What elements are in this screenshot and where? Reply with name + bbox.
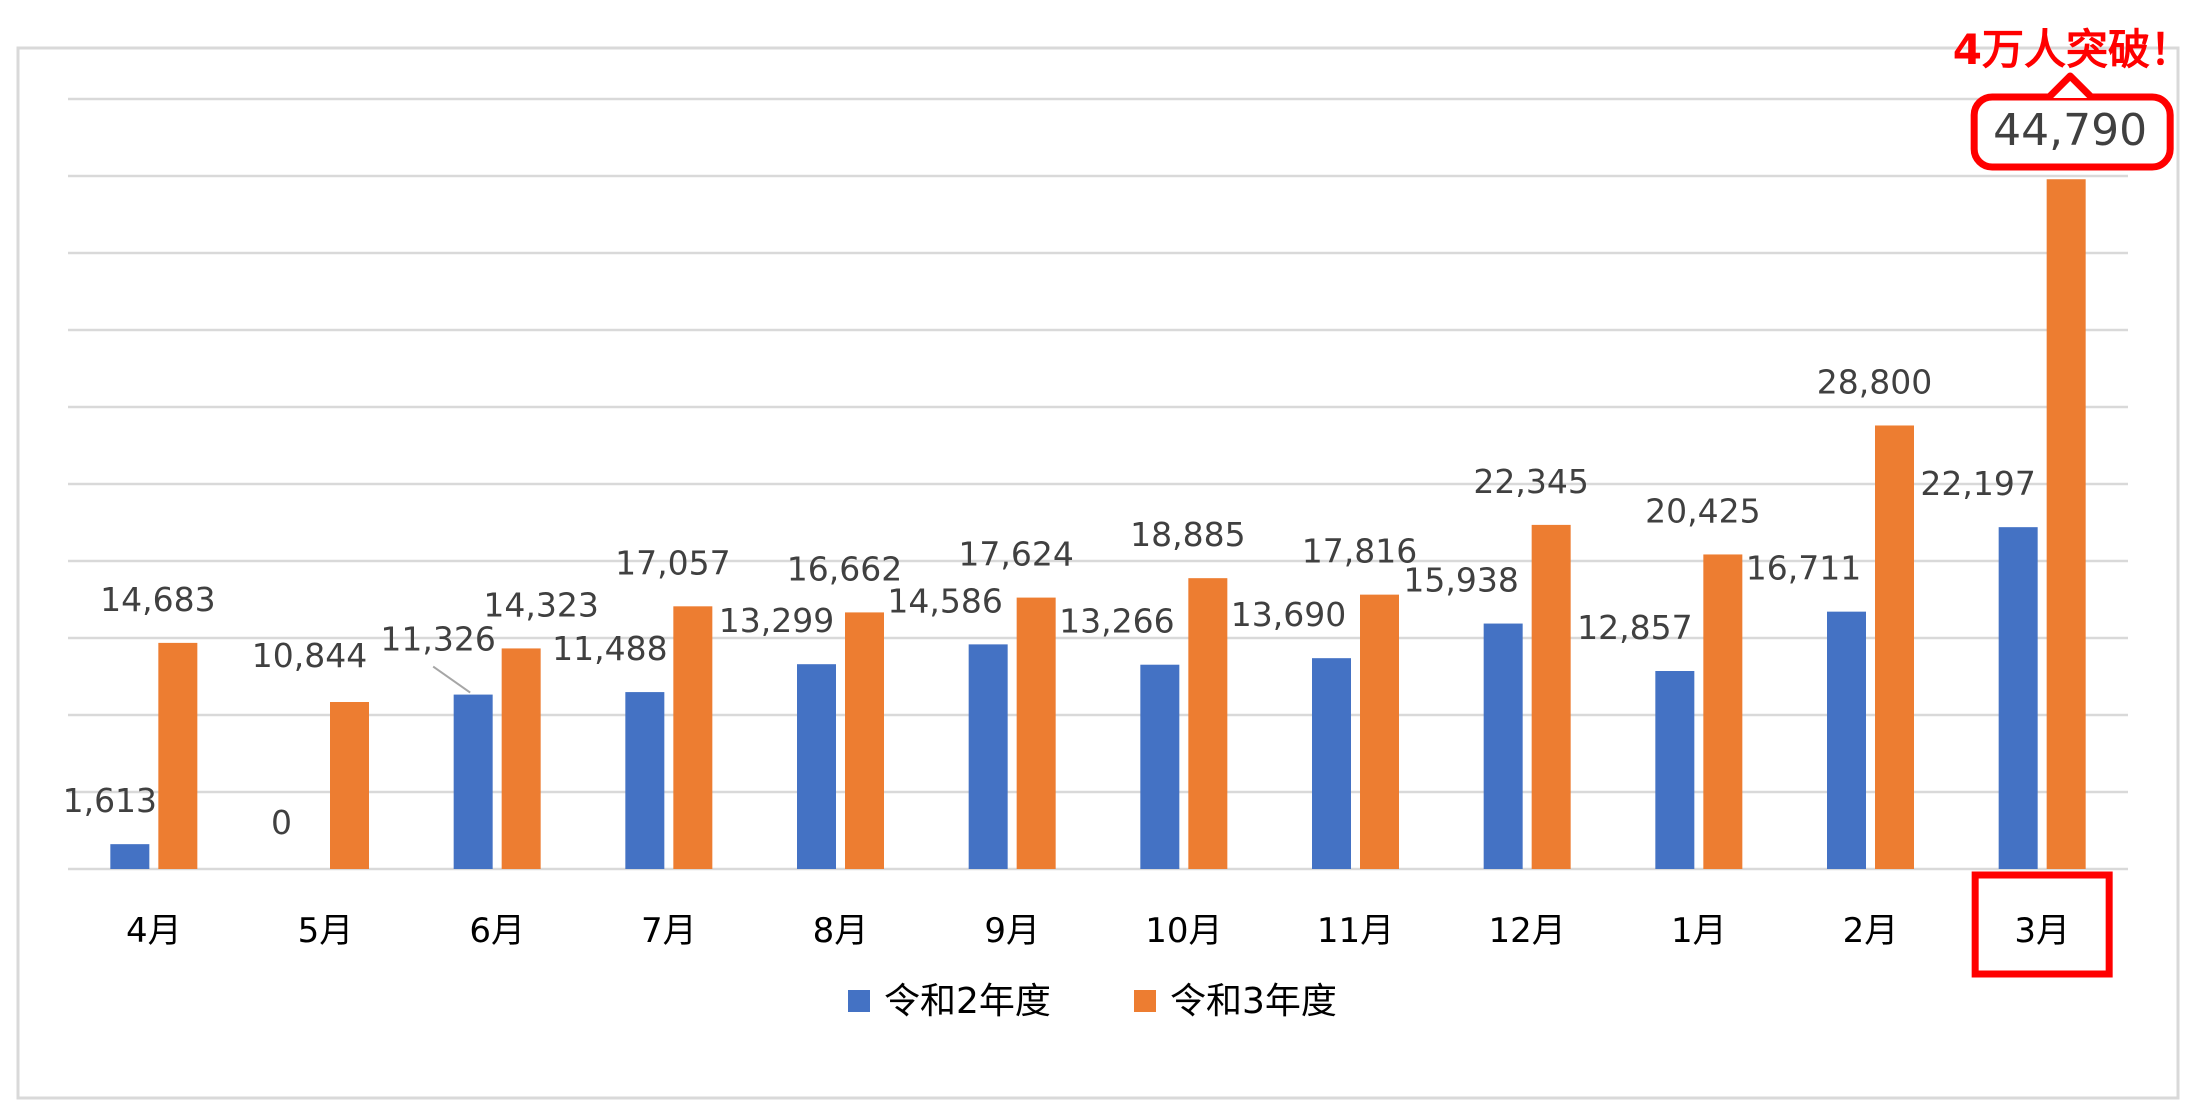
bar-series-2 <box>1188 578 1228 869</box>
data-label-series-2: 22,345 <box>1473 462 1588 501</box>
x-tick-label: 9月 <box>984 911 1040 951</box>
gridlines <box>68 97 2128 871</box>
data-label-series-2: 14,323 <box>483 585 598 624</box>
x-tick-label: 8月 <box>813 911 869 951</box>
bars <box>110 179 2086 869</box>
bar-series-2 <box>1531 524 1571 869</box>
data-label-series-1: 0 <box>271 803 292 842</box>
data-label-series-2: 10,844 <box>252 636 367 675</box>
x-tick-label: 11月 <box>1317 911 1394 951</box>
data-label-series-1: 1,613 <box>63 781 157 820</box>
data-label-series-1: 11,326 <box>380 620 495 659</box>
bar-series-1 <box>968 644 1008 869</box>
x-axis-tick-labels: 4月 5月 6月 7月 8月 9月 10月 11月 12月 1月 2月 3月 <box>126 911 2070 951</box>
bar-series-1 <box>453 694 493 869</box>
bar-series-1 <box>1827 611 1866 869</box>
highlight-value-label: 44,790 <box>1993 105 2147 156</box>
data-label-series-2: 18,885 <box>1130 515 1245 554</box>
bar-series-2 <box>1016 597 1056 869</box>
data-label-series-1: 15,938 <box>1403 561 1518 600</box>
x-tick-label: 2月 <box>1843 911 1899 951</box>
legend-swatch-series-1 <box>848 990 870 1012</box>
bar-series-1 <box>110 844 150 869</box>
data-label-series-2: 14,683 <box>100 580 215 619</box>
bar-series-1 <box>1140 664 1180 869</box>
bar-series-2 <box>1360 594 1399 869</box>
bar-series-2 <box>1703 554 1743 869</box>
legend-label-series-2: 令和3年度 <box>1170 981 1337 1022</box>
x-tick-label: 12月 <box>1489 911 1566 951</box>
highlight-callout-text: 4万人突破！ <box>1953 25 2192 74</box>
bar-series-2 <box>845 612 884 869</box>
data-label-series-1: 12,857 <box>1577 608 1692 647</box>
highlight-category-box <box>1971 871 2113 978</box>
bar-series-1 <box>1483 623 1523 869</box>
data-label-series-2: 28,800 <box>1817 362 1932 401</box>
data-label-series-2: 16,662 <box>787 549 902 588</box>
x-tick-label: 1月 <box>1671 911 1727 951</box>
bar-series-1 <box>625 692 665 869</box>
x-tick-label: 10月 <box>1145 911 1222 951</box>
legend-label-series-1: 令和2年度 <box>884 981 1051 1022</box>
bar-series-2 <box>158 642 198 869</box>
legend: 令和2年度 令和3年度 <box>848 981 1337 1022</box>
bar-series-2 <box>673 606 713 869</box>
x-tick-label: 5月 <box>298 911 354 951</box>
data-label-series-1: 13,299 <box>719 601 834 640</box>
data-label-series-2: 17,057 <box>615 543 730 582</box>
legend-swatch-series-2 <box>1134 990 1156 1012</box>
bar-series-1 <box>1998 527 2038 869</box>
data-label-series-2: 17,624 <box>958 535 1073 574</box>
data-label-series-1: 22,197 <box>1920 464 2035 503</box>
label-leader-line <box>432 665 471 694</box>
bar-series-2 <box>2046 179 2086 869</box>
x-tick-label: 7月 <box>641 911 697 951</box>
data-label-series-2: 17,816 <box>1302 532 1417 571</box>
bar-series-1 <box>1312 658 1351 869</box>
bar-series-2 <box>330 702 369 869</box>
data-label-series-1: 11,488 <box>552 629 667 668</box>
highlight-annotation: 44,790 4万人突破！ <box>1953 25 2192 978</box>
x-tick-label: 6月 <box>469 911 525 951</box>
bar-series-2 <box>1875 425 1914 869</box>
chart-frame <box>16 46 2180 1100</box>
data-label-series-1: 13,266 <box>1059 602 1174 641</box>
bar-series-1 <box>797 664 836 869</box>
bar-series-1 <box>1655 671 1695 869</box>
highlight-callout-pointer <box>2045 72 2095 101</box>
x-tick-label: 4月 <box>126 911 182 951</box>
x-tick-label: 3月 <box>2014 911 2070 951</box>
data-label-series-1: 13,690 <box>1231 595 1346 634</box>
data-label-series-1: 14,586 <box>887 581 1002 620</box>
bar-series-2 <box>501 648 541 869</box>
data-label-series-2: 20,425 <box>1645 491 1760 530</box>
data-label-series-1: 16,711 <box>1746 549 1861 588</box>
